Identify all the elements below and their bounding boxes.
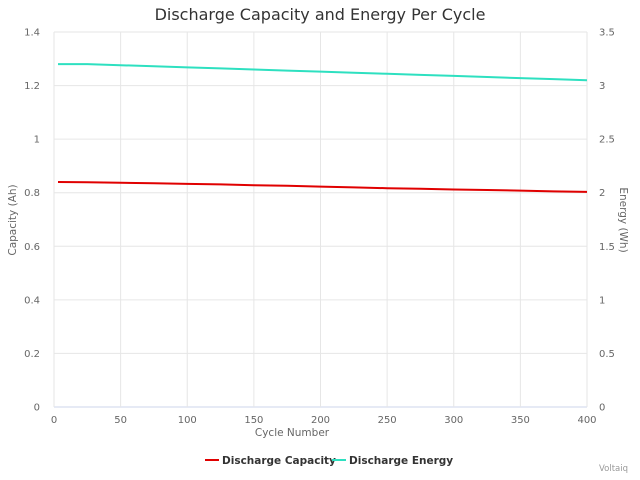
legend-label-energy[interactable]: Discharge Energy (349, 455, 453, 467)
y2-tick-label: 1 (599, 295, 605, 306)
tick-labels: 0 0.2 0.4 0.6 0.8 1 1.2 1.4 0 0.5 1 1.5 2 2.5 3 3.5 0 50 1… (24, 28, 615, 427)
y-tick-label: 0.6 (24, 242, 40, 253)
y2-tick-label: 3 (599, 81, 605, 92)
x-tick-label: 0 (51, 415, 57, 426)
x-tick-label: 150 (244, 415, 263, 426)
x-tick-label: 100 (178, 415, 197, 426)
discharge-capacity-line[interactable] (57, 181, 588, 193)
y2-tick-label: 2 (599, 188, 605, 199)
legend-label-capacity[interactable]: Discharge Capacity (222, 455, 336, 467)
x-tick-label: 400 (577, 415, 596, 426)
y-tick-label: 1 (34, 135, 40, 146)
chart-title: Discharge Capacity and Energy Per Cycle (155, 5, 486, 24)
x-tick-label: 300 (444, 415, 463, 426)
y-tick-label: 0.4 (24, 295, 40, 306)
x-tick-label: 200 (311, 415, 330, 426)
series-lines (57, 63, 588, 193)
y-axis-title: Capacity (Ah) (7, 184, 19, 255)
x-axis-title: Cycle Number (255, 427, 330, 439)
y-tick-label: 1.4 (24, 28, 40, 39)
y-tick-label: 0 (34, 403, 40, 414)
y-tick-label: 1.2 (24, 81, 40, 92)
y-tick-label: 0.8 (24, 188, 40, 199)
y2-tick-label: 3.5 (599, 28, 615, 39)
y2-axis-title: Energy (Wh) (617, 187, 629, 252)
legend: Discharge Capacity Discharge Energy (205, 455, 453, 467)
x-tick-label: 350 (511, 415, 530, 426)
y-tick-label: 0.2 (24, 349, 40, 360)
credit-label[interactable]: Voltaiq (599, 464, 628, 474)
x-tick-label: 50 (114, 415, 127, 426)
y2-tick-label: 0.5 (599, 349, 615, 360)
y2-tick-label: 0 (599, 403, 605, 414)
y2-tick-label: 2.5 (599, 135, 615, 146)
y2-tick-label: 1.5 (599, 242, 615, 253)
x-tick-label: 250 (378, 415, 397, 426)
grid-lines (53, 31, 588, 408)
discharge-energy-line[interactable] (58, 63, 588, 82)
